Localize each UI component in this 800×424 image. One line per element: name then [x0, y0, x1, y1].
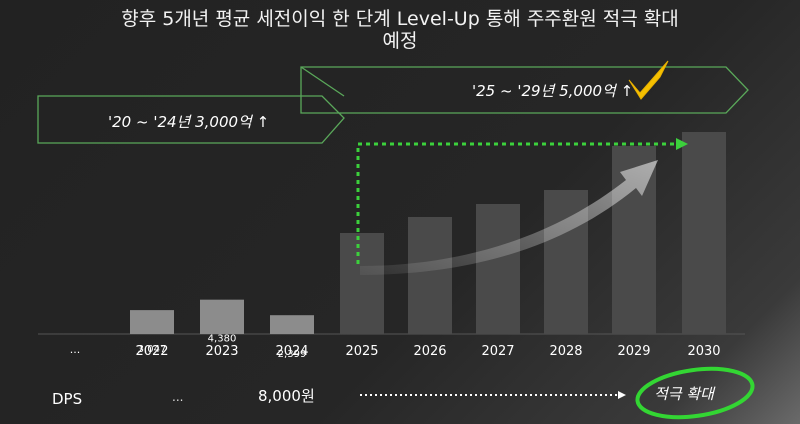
- dps-ellipsis: ...: [172, 390, 183, 404]
- past-period-label: '20 ~ '24년 3,000억 ↑: [108, 113, 269, 131]
- x-tick-label: ...: [70, 343, 81, 356]
- growth-step-arrow: [356, 142, 680, 264]
- bar-value-label: 4,380: [208, 334, 237, 345]
- past-period-banner: [37, 95, 345, 144]
- future-period-banner: [300, 66, 749, 114]
- x-tick-label: 2029: [617, 344, 650, 359]
- dps-value: 8,000원: [258, 387, 315, 405]
- bar-2026: [408, 217, 452, 334]
- future-period-label: '25 ~ '29년 5,000억 ↑: [472, 82, 633, 100]
- growth-curve-arrow: [360, 160, 658, 275]
- dps-highlight-ellipse: [635, 366, 755, 420]
- bar-2024: [270, 315, 314, 334]
- bar-2027: [476, 204, 520, 334]
- bar-value-label: 3,047: [138, 344, 167, 355]
- bar-value-label: 2,399: [278, 349, 307, 360]
- bar-2030: [682, 132, 726, 334]
- dps-label: DPS: [52, 390, 82, 408]
- x-tick-label: 2023: [205, 344, 238, 359]
- dps-highlight-text: 적극 확대: [654, 385, 716, 403]
- x-tick-label: 2022: [135, 344, 168, 359]
- page-title-line1: 향후 5개년 평균 세전이익 한 단계 Level-Up 통해 주주환원 적극 …: [121, 8, 679, 30]
- x-tick-label: 2030: [687, 344, 720, 359]
- bar-2023: [200, 299, 244, 334]
- page-title-line2: 예정: [382, 30, 418, 52]
- x-tick-label: 2028: [549, 344, 582, 359]
- check-mark-icon: [628, 60, 669, 100]
- banner-fold-line: [300, 66, 345, 97]
- x-tick-label: 2025: [345, 344, 378, 359]
- bar-2022: [130, 310, 174, 334]
- x-tick-label: 2026: [413, 344, 446, 359]
- growth-step-arrowhead: [676, 138, 688, 150]
- x-tick-label: 2027: [481, 344, 514, 359]
- dps-arrowhead: [618, 391, 626, 399]
- bar-2025: [340, 233, 384, 334]
- x-tick-label: 2024: [275, 344, 308, 359]
